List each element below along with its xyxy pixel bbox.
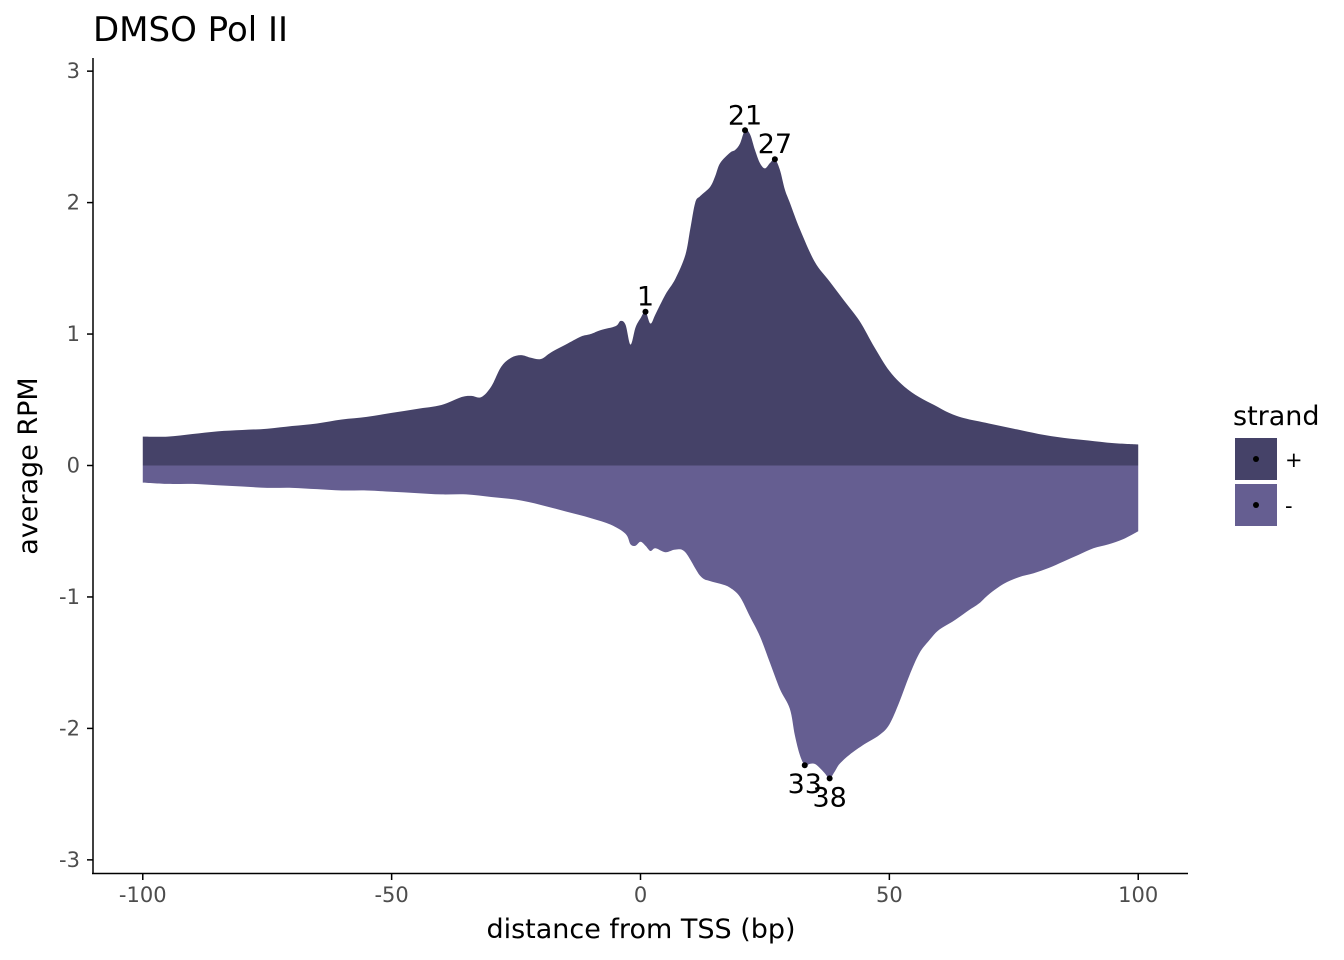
x-axis-ticks: -100 -50 0 50 100: [119, 873, 1158, 907]
y-axis-title: average RPM: [13, 377, 44, 554]
legend-label: +: [1285, 448, 1303, 472]
peak-point: [801, 762, 808, 769]
y-tick-label: -2: [59, 716, 80, 740]
legend-label: -: [1285, 494, 1293, 518]
y-tick-label: -1: [59, 585, 80, 609]
x-tick-label: 0: [634, 883, 647, 907]
legend-key-dot: [1253, 456, 1259, 462]
plot-areas: [142, 129, 1139, 779]
x-axis-title: distance from TSS (bp): [486, 914, 795, 945]
legend: strand + -: [1233, 401, 1320, 526]
peak-point-label: 27: [758, 129, 792, 160]
x-tick-label: -100: [119, 883, 167, 907]
peak-point-label: 1: [637, 282, 654, 313]
y-tick-label: 0: [67, 454, 80, 478]
peak-point: [642, 308, 649, 315]
peak-point: [742, 127, 749, 134]
y-axis-ticks: -3 -2 -1 0 1 2 3: [59, 59, 93, 872]
legend-key-dot: [1253, 502, 1259, 508]
y-tick-label: -3: [59, 848, 80, 872]
legend-title: strand: [1233, 401, 1320, 432]
peak-point-label: 33: [788, 769, 822, 800]
area-strand-minus: [142, 465, 1139, 779]
y-tick-label: 2: [67, 191, 80, 215]
peak-point: [771, 156, 778, 163]
y-tick-label: 1: [67, 322, 80, 346]
chart-title: DMSO Pol II: [93, 10, 288, 50]
peak-point-label: 21: [728, 100, 762, 131]
x-tick-label: 50: [876, 883, 903, 907]
area-strand-plus: [142, 129, 1139, 466]
peak-point-label: 38: [812, 782, 846, 813]
x-tick-label: -50: [374, 883, 408, 907]
peak-point: [826, 775, 833, 782]
x-tick-label: 100: [1118, 883, 1158, 907]
y-tick-label: 3: [67, 59, 80, 83]
